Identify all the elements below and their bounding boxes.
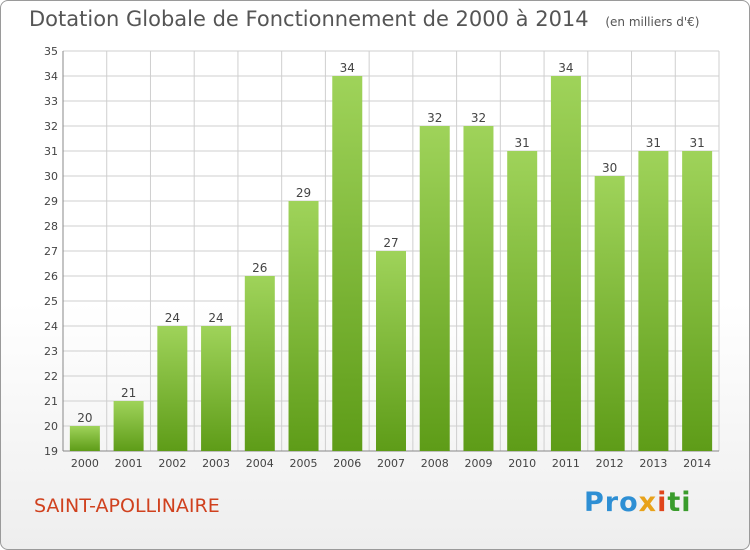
x-tick-label: 2001 [115,457,143,470]
chart-title-text: Dotation Globale de Fonctionnement de 20… [29,7,589,31]
bar-2013 [638,151,669,451]
value-label: 31 [515,136,530,150]
bars [69,76,713,451]
y-tick-label: 33 [44,95,58,108]
chart-unit: (en milliers d'€) [605,15,700,29]
bar-2004 [244,276,275,451]
logo-part-3: i [657,487,668,518]
bar-2011 [550,76,581,451]
proxiti-logo: Proxiti [584,487,692,518]
x-tick-label: 2013 [639,457,667,470]
bar-2005 [288,201,319,451]
x-tick-label: 2000 [71,457,99,470]
logo-part-2: x [638,487,658,518]
y-tick-label: 23 [44,345,58,358]
axes: 19 20 21 22 23 24 25 26 27 28 29 30 31 32 33 34 35 [44,45,719,458]
y-tick-label: 35 [44,45,58,58]
labels: 20 2000 21 2001 24 2002 24 2003 26 2004 29 2005 34 20… [71,61,711,470]
value-label: 32 [471,111,486,125]
value-label: 34 [558,61,573,75]
y-tick-label: 21 [44,395,58,408]
x-tick-label: 2008 [421,457,449,470]
value-label: 32 [427,111,442,125]
value-label: 24 [208,311,223,325]
bar-2012 [594,176,625,451]
bar-2009 [463,126,494,451]
value-label: 21 [121,386,136,400]
y-tick-label: 24 [44,320,58,333]
value-label: 34 [340,61,355,75]
x-tick-label: 2003 [202,457,230,470]
x-tick-label: 2002 [158,457,186,470]
bar-2003 [201,326,232,451]
y-tick-label: 29 [44,195,58,208]
y-tick-label: 31 [44,145,58,158]
y-tick-label: 27 [44,245,58,258]
y-tick-label: 20 [44,420,58,433]
bar-2014 [682,151,713,451]
y-tick-label: 30 [44,170,58,183]
value-label: 24 [165,311,180,325]
y-tick-label: 19 [44,445,58,458]
logo-part-4: ti [667,487,692,518]
value-label: 29 [296,186,311,200]
bar-2008 [419,126,450,451]
bar-2007 [376,251,406,451]
y-tick-label: 28 [44,220,58,233]
y-tick-label: 32 [44,120,58,133]
commune-name: SAINT-APOLLINAIRE [34,495,220,517]
bar-2000 [69,426,100,451]
x-tick-label: 2004 [246,457,274,470]
x-tick-label: 2010 [508,457,536,470]
x-tick-label: 2011 [552,457,580,470]
x-tick-label: 2006 [333,457,361,470]
x-tick-label: 2007 [377,457,405,470]
x-tick-label: 2009 [464,457,492,470]
y-tick-label: 22 [44,370,58,383]
bar-2010 [507,151,538,451]
chart-title: Dotation Globale de Fonctionnement de 20… [29,7,699,31]
x-tick-label: 2014 [683,457,711,470]
bar-2001 [113,401,144,451]
value-label: 20 [77,411,92,425]
x-tick-label: 2012 [596,457,624,470]
value-label: 30 [602,161,617,175]
value-label: 26 [252,261,267,275]
bar-2002 [157,326,188,451]
logo-part-1: Pro [584,487,639,518]
bar-2006 [332,76,363,451]
value-label: 27 [383,236,398,250]
y-tick-label: 25 [44,295,58,308]
value-label: 31 [689,136,704,150]
value-label: 31 [646,136,661,150]
y-tick-label: 26 [44,270,58,283]
x-tick-label: 2005 [290,457,318,470]
y-tick-label: 34 [44,70,58,83]
